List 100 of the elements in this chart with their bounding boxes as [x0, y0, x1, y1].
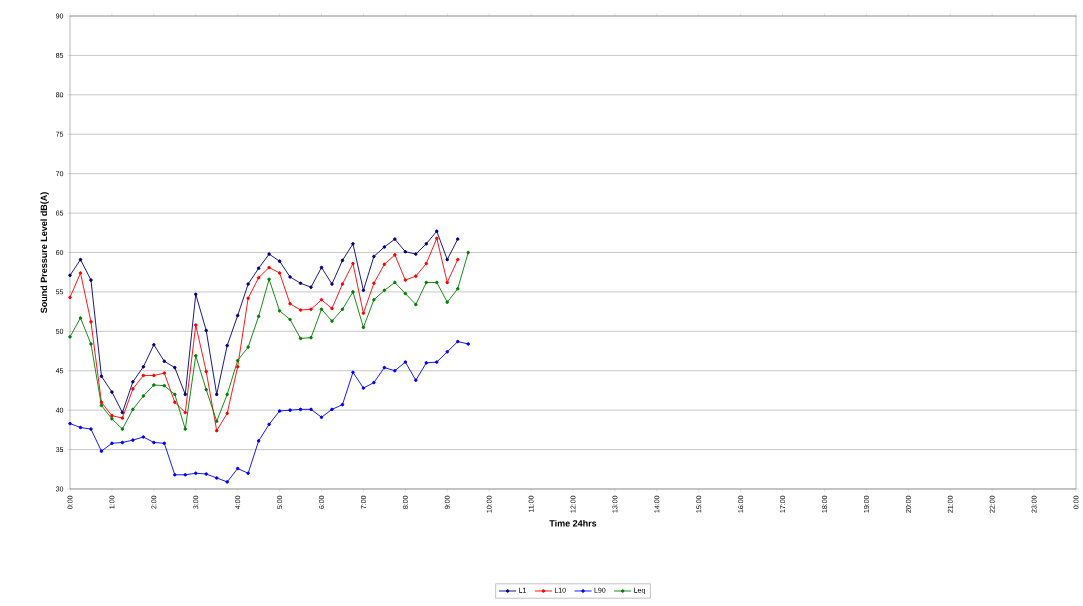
point [340, 307, 345, 312]
point [131, 438, 135, 442]
point [466, 342, 470, 346]
point [277, 259, 282, 263]
point [435, 360, 439, 364]
point [68, 273, 72, 278]
point [235, 365, 240, 369]
point [435, 236, 439, 241]
point [455, 237, 460, 241]
point [298, 281, 303, 285]
point [68, 421, 72, 426]
point [194, 323, 198, 327]
point [225, 392, 229, 397]
point [89, 427, 93, 431]
point [204, 387, 208, 392]
point [319, 265, 324, 270]
point [340, 258, 345, 263]
point [288, 275, 292, 279]
point [351, 370, 355, 375]
point [435, 280, 439, 285]
point [361, 325, 366, 330]
point [246, 471, 250, 475]
point [445, 257, 449, 262]
point [120, 410, 125, 415]
point [152, 342, 156, 347]
point [78, 316, 83, 320]
point [68, 295, 72, 300]
point [414, 252, 418, 256]
point [110, 390, 114, 394]
point [204, 369, 208, 374]
point [424, 361, 429, 365]
point [89, 278, 93, 282]
point [99, 374, 104, 379]
point [372, 298, 376, 302]
point [246, 296, 250, 300]
point [89, 342, 93, 346]
point [277, 409, 282, 413]
point [225, 343, 229, 348]
point [173, 400, 177, 405]
point [267, 277, 271, 282]
point [455, 339, 460, 344]
point [110, 441, 114, 446]
point [351, 242, 355, 246]
point [141, 365, 146, 369]
point [256, 439, 261, 443]
point [267, 265, 271, 270]
point [162, 359, 167, 364]
point [403, 278, 408, 282]
point [120, 427, 125, 431]
point [393, 280, 397, 285]
point [435, 229, 439, 233]
point [235, 313, 240, 318]
point [288, 317, 292, 322]
point [246, 282, 250, 286]
point [256, 266, 261, 271]
point [194, 292, 198, 297]
point [445, 350, 449, 354]
point [173, 392, 177, 397]
point [141, 394, 146, 398]
point [110, 417, 114, 421]
point [393, 237, 397, 241]
point [351, 261, 355, 266]
point [414, 378, 418, 382]
point [298, 308, 303, 312]
point [214, 419, 219, 423]
point [78, 257, 83, 262]
point [225, 480, 229, 484]
point [183, 410, 188, 415]
point [298, 336, 303, 341]
point [183, 473, 188, 477]
point [120, 416, 125, 420]
point [403, 291, 408, 296]
point [372, 254, 376, 259]
point [361, 386, 366, 390]
point [414, 274, 418, 278]
point [131, 407, 135, 412]
point [330, 407, 334, 412]
point [372, 281, 376, 285]
point [466, 250, 470, 255]
point [152, 440, 156, 445]
point [214, 428, 219, 433]
point [319, 307, 324, 312]
point [194, 471, 198, 475]
point [256, 314, 261, 319]
point [214, 392, 219, 397]
point [319, 415, 324, 420]
point [288, 301, 292, 306]
point [78, 425, 83, 430]
point [194, 354, 198, 358]
point [162, 383, 167, 388]
point [382, 262, 387, 267]
point [152, 383, 156, 387]
point [351, 290, 355, 294]
point [372, 380, 376, 385]
point [204, 328, 208, 333]
point [382, 365, 387, 370]
point [330, 306, 334, 311]
point [131, 387, 135, 391]
point [214, 476, 219, 480]
point [309, 285, 313, 289]
